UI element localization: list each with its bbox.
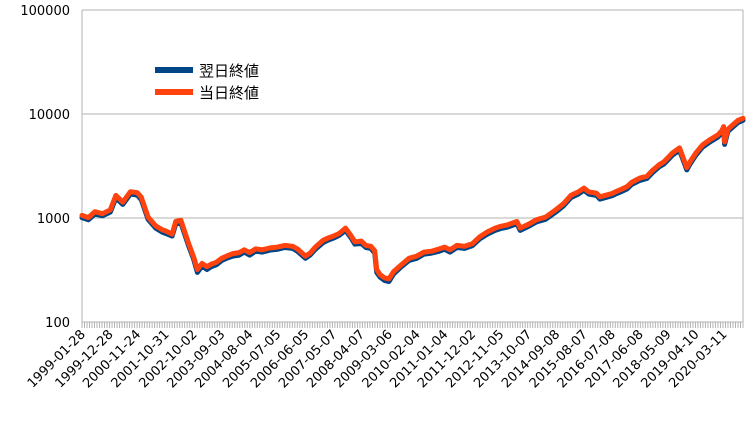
legend-entry-series-1: 翌日終値 <box>155 62 259 80</box>
series-lines <box>79 115 746 284</box>
grid-lines <box>81 9 744 323</box>
y-axis-ticks: 100 1000 10000 100000 <box>20 4 70 331</box>
y-tick-label: 10000 <box>29 108 70 123</box>
legend-entry-series-2: 当日終値 <box>155 84 259 102</box>
x-axis: 1999-01-281999-12-282000-11-242001-10-31… <box>25 321 744 391</box>
y-tick-label: 100 <box>45 316 70 331</box>
legend-label-series-2: 当日終値 <box>199 84 259 102</box>
y-tick-label: 100000 <box>20 4 70 19</box>
y-tick-label: 1000 <box>37 212 70 227</box>
legend: 翌日終値 当日終値 <box>155 62 259 102</box>
legend-label-series-1: 翌日終値 <box>199 62 259 80</box>
series-line-2 <box>79 115 746 282</box>
